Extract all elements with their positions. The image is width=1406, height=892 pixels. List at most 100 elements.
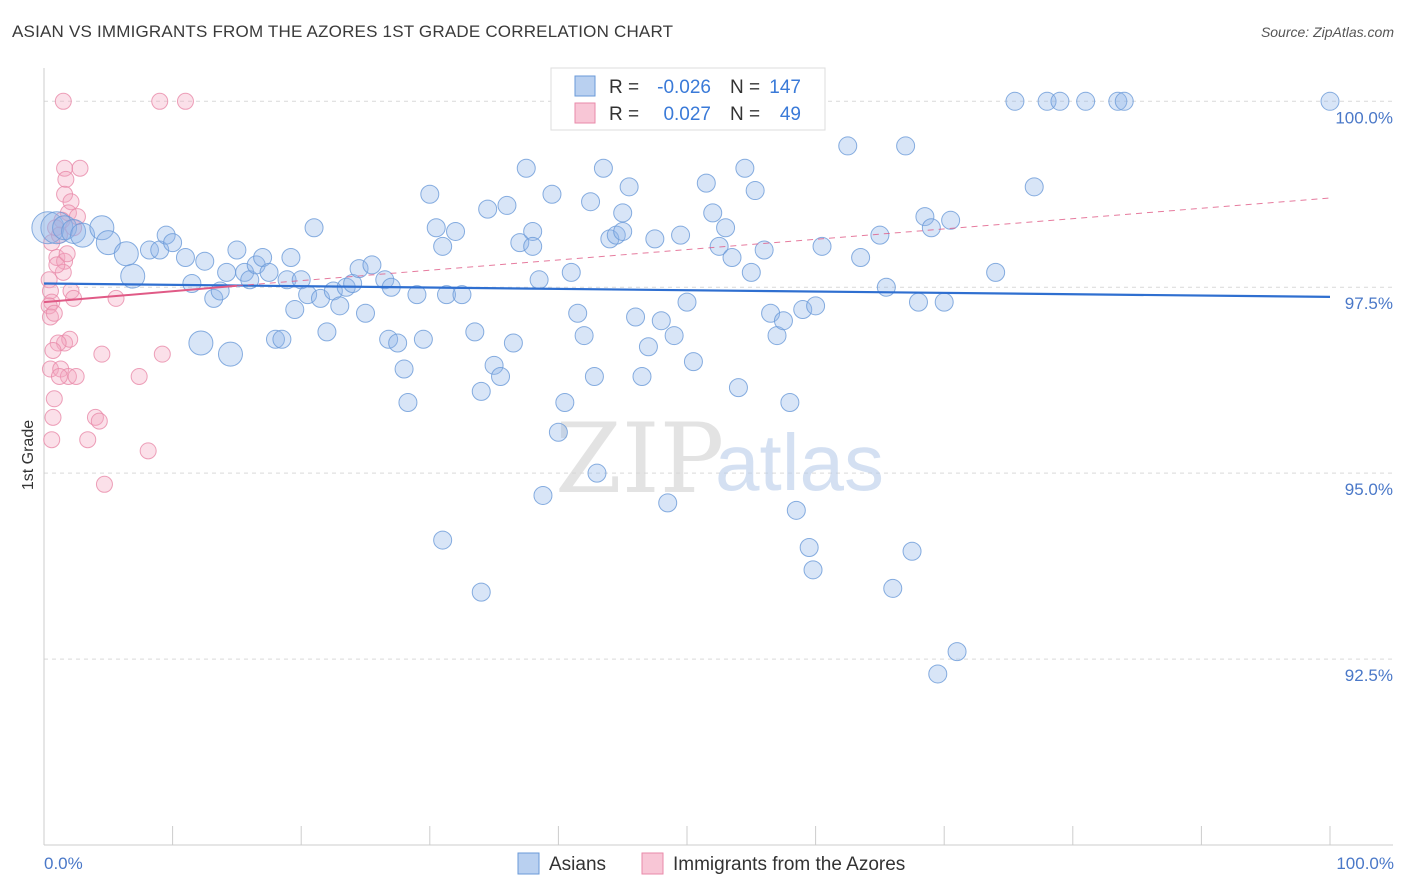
stats-swatch-asians xyxy=(574,75,596,97)
asians-point-121 xyxy=(921,218,941,238)
asians-point-107 xyxy=(786,500,806,520)
asians-point-98 xyxy=(722,247,742,267)
azores-point-32 xyxy=(93,345,111,363)
asians-point-9 xyxy=(139,240,159,260)
asians-point-64 xyxy=(503,333,523,353)
asians-point-52 xyxy=(420,184,440,204)
azores-point-46 xyxy=(79,431,97,449)
asians-point-44 xyxy=(375,270,395,290)
asians-point-65 xyxy=(510,233,530,253)
asians-point-34 xyxy=(304,218,324,238)
asians-point-95 xyxy=(703,203,723,223)
asians-point-15 xyxy=(195,251,215,271)
series-azores-points xyxy=(40,92,194,493)
azores-point-48 xyxy=(95,475,113,493)
asians-point-114 xyxy=(870,225,890,245)
asians-point-124 xyxy=(941,210,961,230)
asians-point-90 xyxy=(664,326,684,346)
asians-point-55 xyxy=(437,285,457,305)
x-tick-label-left: 0.0% xyxy=(44,854,83,873)
asians-point-31 xyxy=(285,300,305,320)
asians-point-91 xyxy=(671,225,691,245)
asians-point-116 xyxy=(883,578,903,598)
azores-point-40 xyxy=(130,367,148,385)
asians-point-102 xyxy=(745,181,765,201)
asians-point-118 xyxy=(902,541,922,561)
azores-point-34 xyxy=(44,341,62,359)
azores-point-19 xyxy=(58,245,76,263)
asians-point-14 xyxy=(182,274,202,294)
azores-point-45 xyxy=(43,431,61,449)
asians-point-93 xyxy=(683,352,703,372)
y-tick-label-2: 95.0% xyxy=(1345,480,1393,499)
asians-point-123 xyxy=(934,292,954,312)
azores-point-41 xyxy=(45,390,63,408)
azores-trend-extension xyxy=(236,197,1331,287)
stats-r-value-2: 0.027 xyxy=(663,104,711,125)
asians-point-128 xyxy=(1005,91,1025,111)
azores-point-42 xyxy=(44,408,62,426)
asians-point-38 xyxy=(330,296,350,316)
asians-point-50 xyxy=(407,285,427,305)
azores-point-24 xyxy=(107,289,125,307)
axes xyxy=(43,68,1393,846)
asians-point-86 xyxy=(638,337,658,357)
asians-point-43 xyxy=(362,255,382,275)
gridlines: 100.0% 97.5% 95.0% 92.5% xyxy=(44,100,1393,685)
asians-point-30 xyxy=(281,247,301,267)
asians-point-4 xyxy=(70,222,96,248)
asians-point-136 xyxy=(471,582,491,602)
asians-point-8 xyxy=(120,263,146,289)
stats-box: R = -0.026 N = 147 R = 0.027 N = 49 xyxy=(550,67,826,131)
asians-point-19 xyxy=(217,262,237,282)
asians-point-7 xyxy=(113,241,139,267)
asians-point-126 xyxy=(986,262,1006,282)
azores-point-47 xyxy=(139,442,157,460)
asians-point-120 xyxy=(915,207,935,227)
asians-point-5 xyxy=(89,215,115,241)
asians-point-36 xyxy=(317,322,337,342)
azores-point-0 xyxy=(54,92,72,110)
asians-point-131 xyxy=(1076,91,1096,111)
asians-point-138 xyxy=(523,236,543,256)
asians-point-62 xyxy=(491,366,511,386)
asians-point-97 xyxy=(716,218,736,238)
y-tick-label-0: 100.0% xyxy=(1335,108,1393,127)
asians-point-49 xyxy=(398,393,418,413)
asians-point-56 xyxy=(446,221,466,241)
asians-point-68 xyxy=(529,270,549,290)
stats-r-label-2: R = xyxy=(609,104,639,125)
stats-n-value-2: 49 xyxy=(780,104,801,125)
asians-point-20 xyxy=(217,341,243,367)
asians-point-106 xyxy=(780,393,800,413)
asians-point-109 xyxy=(803,560,823,580)
y-tick-label-1: 97.5% xyxy=(1345,294,1393,313)
asians-point-105 xyxy=(773,311,793,331)
azores-point-39 xyxy=(50,367,68,385)
asians-point-82 xyxy=(613,203,633,223)
azores-point-33 xyxy=(153,345,171,363)
asians-point-81 xyxy=(606,225,626,245)
asians-point-47 xyxy=(388,333,408,353)
asians-point-79 xyxy=(593,158,613,178)
asians-point-63 xyxy=(497,195,517,215)
legend-label-asians: Asians xyxy=(549,854,606,875)
asians-point-140 xyxy=(812,236,832,256)
asians-point-117 xyxy=(896,136,916,156)
azores-point-44 xyxy=(90,412,108,430)
asians-point-101 xyxy=(741,262,761,282)
asians-point-89 xyxy=(658,493,678,513)
asians-point-54 xyxy=(433,236,453,256)
asians-point-77 xyxy=(584,366,604,386)
watermark-zip: ZIP xyxy=(555,403,724,515)
asians-point-71 xyxy=(548,422,568,442)
asians-point-83 xyxy=(619,177,639,197)
asians-point-28 xyxy=(272,329,292,349)
asians-trend-line xyxy=(43,282,1331,299)
asians-point-108 xyxy=(793,300,813,320)
asians-point-111 xyxy=(799,538,819,558)
stats-n-label-2: N = xyxy=(730,104,760,125)
asians-point-13 xyxy=(175,247,195,267)
asians-point-69 xyxy=(533,485,553,505)
